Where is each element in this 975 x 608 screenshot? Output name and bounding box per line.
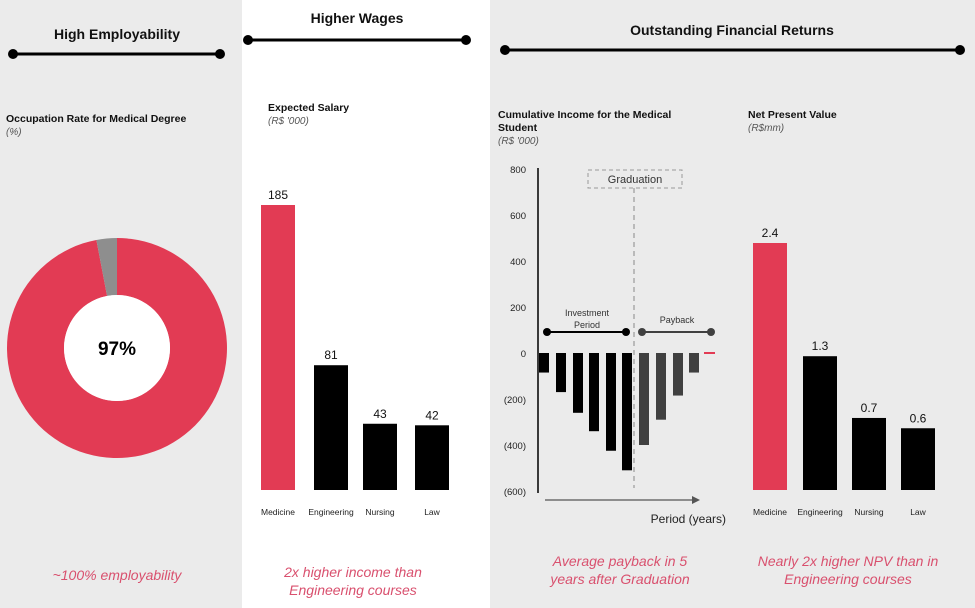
data-label: 1.3 bbox=[812, 339, 829, 353]
bar bbox=[803, 356, 837, 490]
category-label: Medicine bbox=[261, 507, 295, 517]
npv-note-line: Nearly 2x higher NPV than in bbox=[758, 553, 939, 569]
wages-note-line: 2x higher income than bbox=[283, 564, 422, 580]
arrow-head bbox=[692, 496, 700, 504]
bar bbox=[363, 423, 397, 490]
payback-note-line: years after Graduation bbox=[549, 571, 690, 587]
cumulative-income-chart: 800 600 400 200 0 (200) (400) (600) Graduation In… bbox=[504, 165, 726, 526]
salary-bar-chart: 185 Medicine 81 Engineering 43 Nursing 42 Law bbox=[261, 188, 449, 517]
payback-note-line: Average payback in 5 bbox=[552, 553, 688, 569]
investment-label: Period bbox=[574, 320, 600, 330]
category-label: Engineering bbox=[797, 507, 843, 517]
x-axis-label: Period (years) bbox=[651, 512, 726, 526]
bar bbox=[656, 353, 666, 420]
section-title: Higher Wages bbox=[311, 10, 404, 26]
donut-chart bbox=[7, 238, 228, 458]
chart-unit: (R$ '000) bbox=[268, 116, 309, 127]
bar bbox=[573, 353, 583, 413]
data-label: 0.7 bbox=[861, 401, 878, 415]
y-tick-label: 800 bbox=[510, 165, 526, 176]
data-label: 0.6 bbox=[910, 411, 927, 425]
category-label: Law bbox=[424, 507, 440, 517]
bar bbox=[539, 353, 549, 373]
y-tick-label: 600 bbox=[510, 211, 526, 222]
bar bbox=[901, 428, 935, 490]
data-label: 185 bbox=[268, 188, 288, 202]
category-label: Medicine bbox=[753, 507, 787, 517]
bar bbox=[261, 205, 295, 490]
bar bbox=[673, 353, 683, 396]
donut-hole bbox=[64, 295, 170, 401]
bar bbox=[556, 353, 566, 393]
section-title: Outstanding Financial Returns bbox=[630, 22, 834, 38]
data-label: 2.4 bbox=[762, 226, 779, 240]
section-title: High Employability bbox=[54, 26, 180, 42]
bar bbox=[606, 353, 616, 451]
investment-label: Investment bbox=[565, 308, 610, 318]
bar bbox=[689, 353, 699, 373]
chart-title: Occupation Rate for Medical Degree bbox=[6, 113, 186, 125]
chart-unit: (R$mm) bbox=[748, 123, 784, 134]
bar bbox=[852, 417, 886, 490]
bracket-dot bbox=[707, 328, 715, 336]
category-label: Engineering bbox=[308, 507, 354, 517]
npv-bar-chart: 2.4 Medicine 1.3 Engineering 0.7 Nursing 0.6 La… bbox=[753, 226, 935, 517]
category-label: Nursing bbox=[854, 507, 884, 517]
bar bbox=[415, 425, 449, 490]
y-tick-label: (400) bbox=[504, 441, 526, 452]
header-divider bbox=[8, 49, 225, 59]
chart-unit: (%) bbox=[6, 127, 22, 138]
panel-returns bbox=[490, 0, 975, 608]
y-tick-label: (200) bbox=[504, 395, 526, 406]
y-tick-label: (600) bbox=[504, 487, 526, 498]
donut-slice bbox=[96, 238, 117, 296]
bar bbox=[314, 365, 348, 490]
y-tick-label: 200 bbox=[510, 303, 526, 314]
graduation-label: Graduation bbox=[608, 174, 662, 186]
donut-slice bbox=[7, 238, 228, 458]
chart-unit: (R$ '000) bbox=[498, 136, 539, 147]
bracket-dot bbox=[638, 328, 646, 336]
data-label: 42 bbox=[425, 408, 439, 422]
bar bbox=[589, 353, 599, 432]
data-label: 43 bbox=[373, 407, 387, 421]
y-tick-label: 400 bbox=[510, 257, 526, 268]
category-label: Nursing bbox=[365, 507, 395, 517]
employability-note: ~100% employability bbox=[53, 567, 183, 583]
bar bbox=[622, 353, 632, 471]
chart-title: Expected Salary bbox=[268, 102, 349, 114]
data-label: 81 bbox=[324, 348, 338, 362]
npv-note-line: Engineering courses bbox=[784, 571, 912, 587]
bracket-dot bbox=[543, 328, 551, 336]
category-label: Law bbox=[910, 507, 926, 517]
chart-title: Net Present Value bbox=[748, 109, 837, 121]
payback-label: Payback bbox=[660, 315, 695, 325]
header-divider bbox=[243, 35, 471, 45]
bar bbox=[704, 352, 715, 354]
header-divider bbox=[500, 45, 965, 55]
wages-note-line: Engineering courses bbox=[289, 582, 417, 598]
chart-title: Cumulative Income for the Medical Student bbox=[498, 109, 671, 134]
bar bbox=[753, 243, 787, 490]
bracket-dot bbox=[622, 328, 630, 336]
bar bbox=[639, 353, 649, 445]
donut-center-label: 97% bbox=[98, 339, 136, 360]
y-tick-label: 0 bbox=[521, 349, 526, 360]
